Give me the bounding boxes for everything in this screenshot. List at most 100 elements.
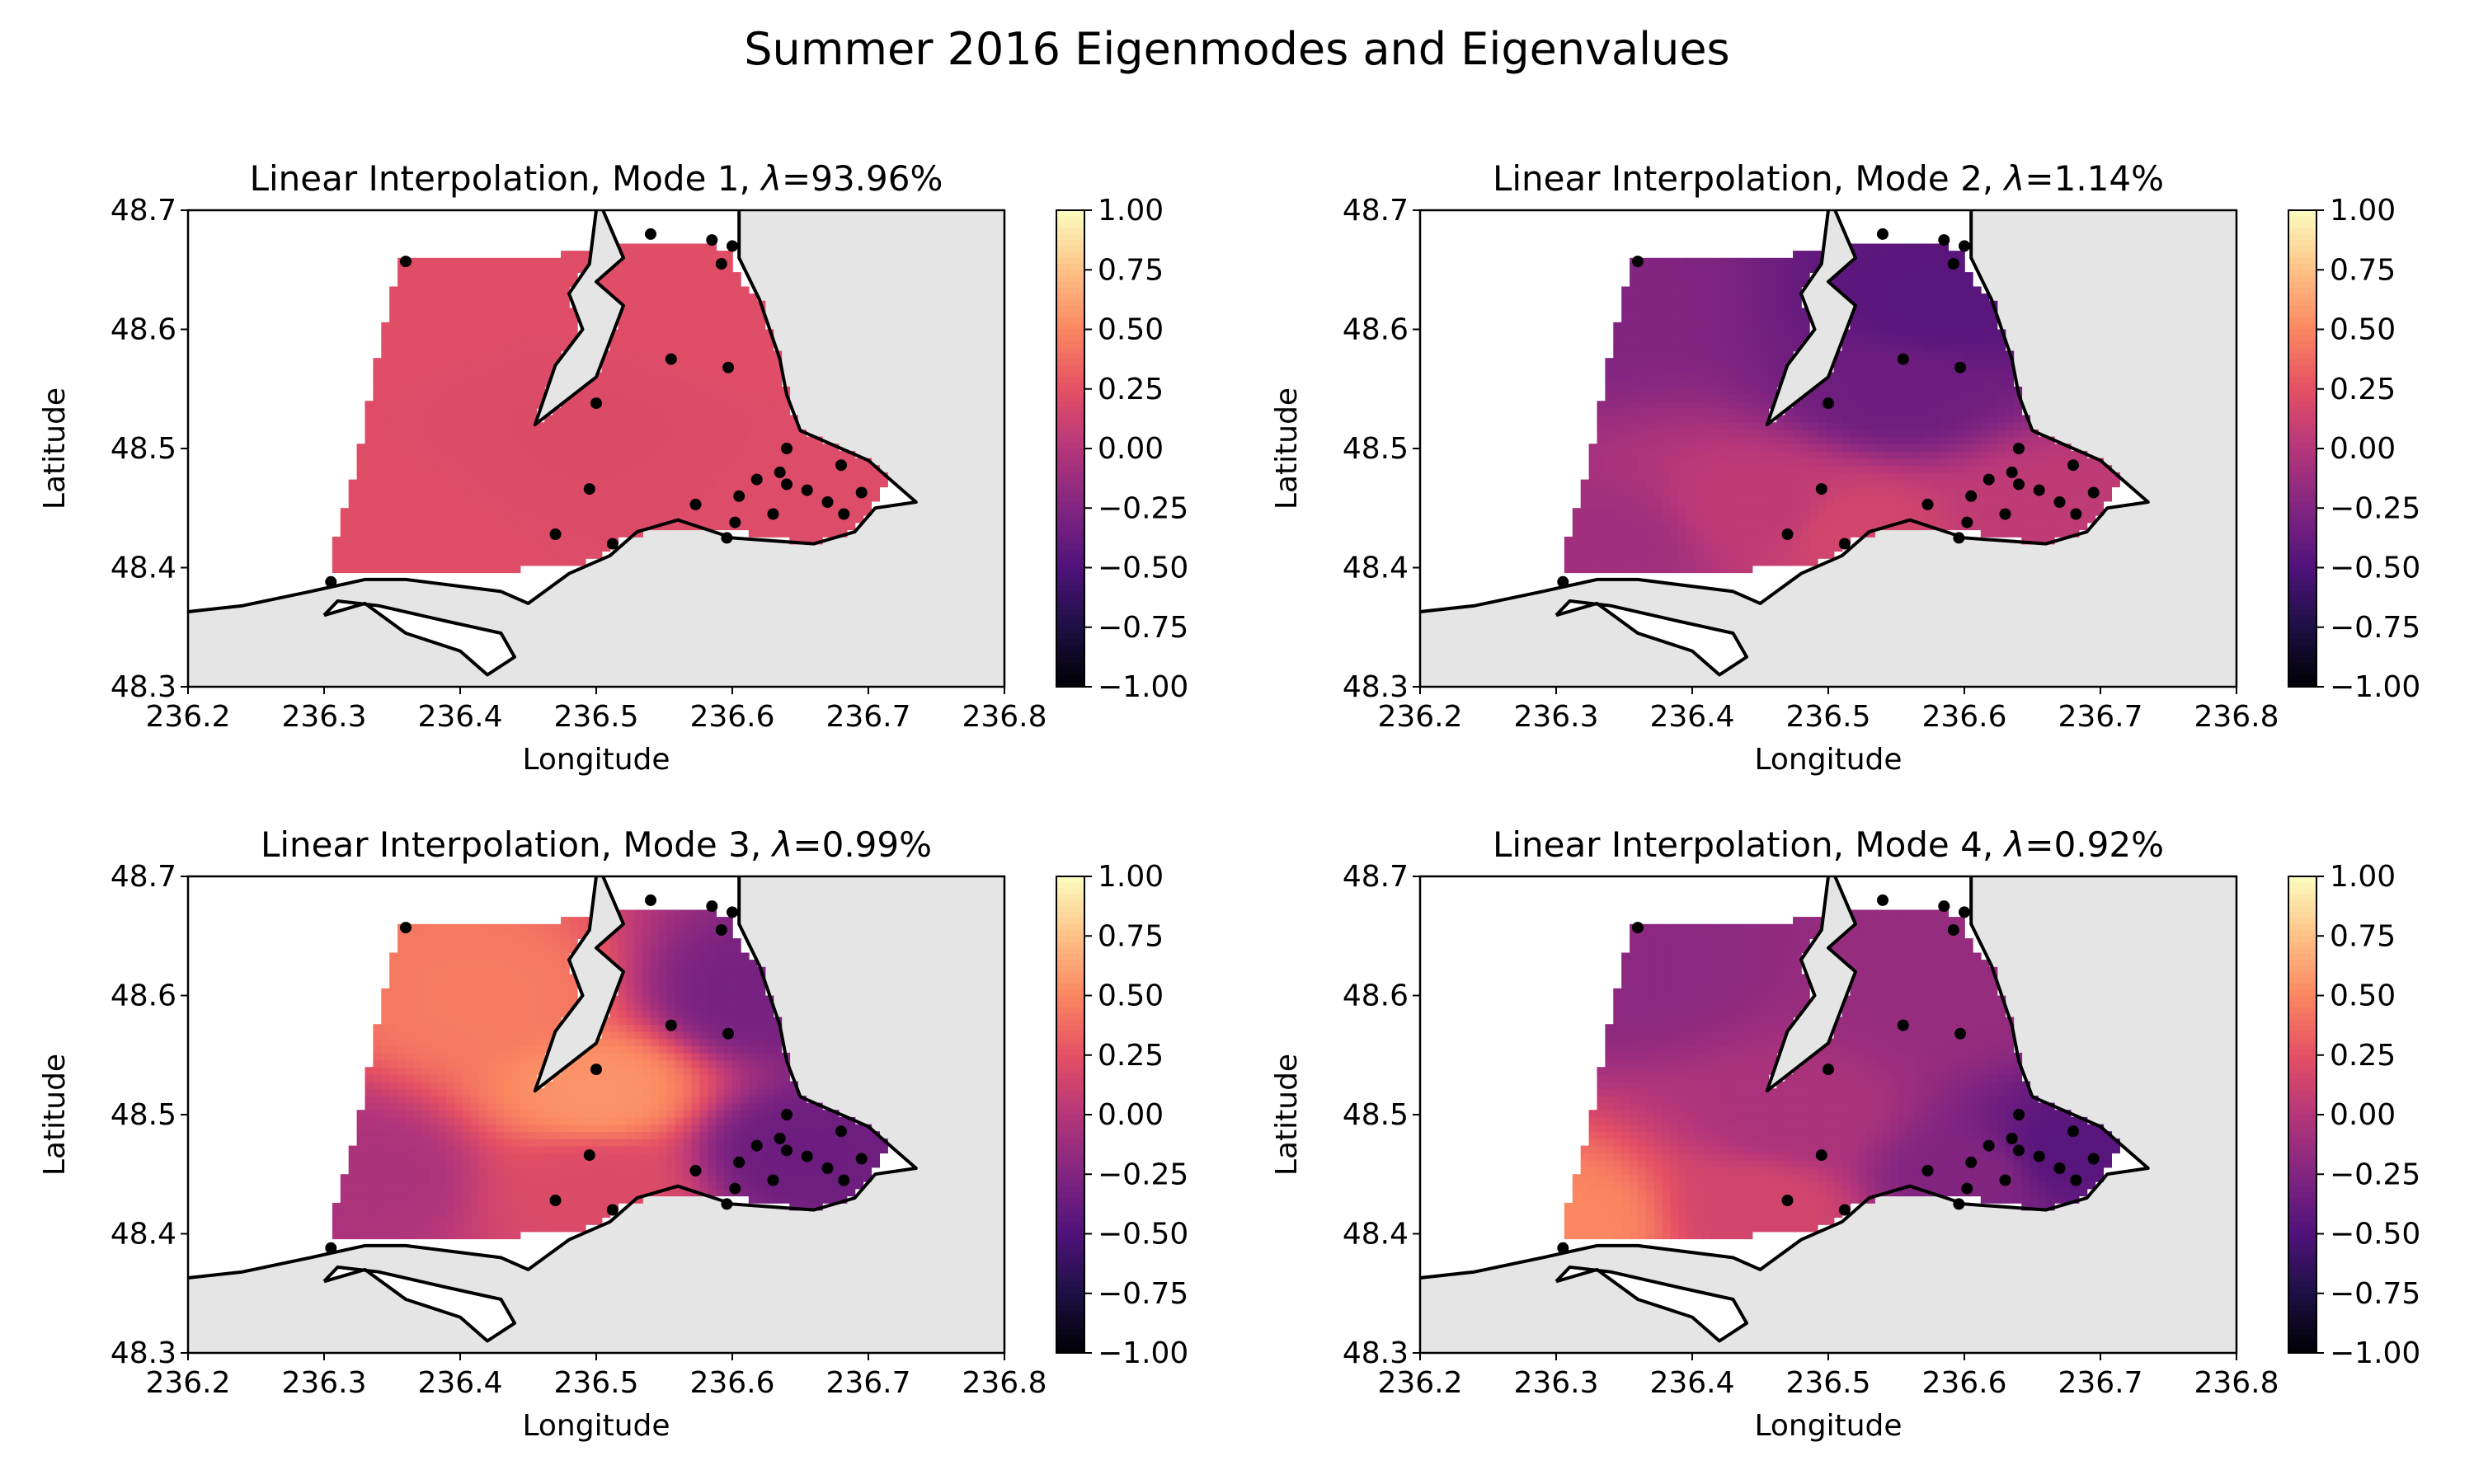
field-cell: [406, 493, 415, 502]
field-cell: [1597, 444, 1606, 452]
field-cell: [1760, 407, 1770, 416]
field-cell: [1686, 407, 1696, 416]
field-cell: [553, 444, 562, 452]
field-cell: [626, 279, 635, 288]
field-cell: [699, 372, 709, 380]
field-cell: [1564, 565, 1573, 574]
field-cell: [789, 536, 798, 545]
field-cell: [1678, 479, 1688, 488]
colorbar-segment: [2288, 663, 2316, 669]
field-cell: [1988, 364, 1998, 373]
field-cell: [699, 500, 709, 510]
field-cell: [1866, 279, 1875, 288]
field-cell: [1866, 407, 1875, 416]
field-cell: [732, 358, 741, 366]
field-cell: [1972, 379, 1982, 387]
field-cell: [1801, 429, 1810, 438]
panel-title-prefix: Linear Interpolation, Mode 1,: [250, 158, 762, 199]
field-cell: [520, 486, 529, 495]
field-cell: [536, 279, 546, 288]
field-cell: [463, 300, 472, 309]
field-cell: [1972, 407, 1982, 416]
field-cell: [1711, 336, 1720, 345]
field-cell: [716, 350, 725, 359]
field-cell: [495, 500, 505, 510]
field-cell: [1883, 401, 1892, 409]
field-cell: [732, 300, 741, 309]
colorbar-segment: [2288, 454, 2316, 461]
field-cell: [1940, 500, 1949, 510]
field-cell: [487, 551, 496, 559]
field-cell: [430, 300, 440, 309]
field-cell: [413, 1116, 423, 1125]
field-cell: [569, 329, 578, 337]
field-cell: [1735, 401, 1745, 409]
field-cell: [1686, 508, 1696, 516]
field-cell: [1898, 336, 1908, 345]
field-cell: [651, 429, 660, 438]
field-cell: [1940, 364, 1949, 373]
field-cell: [1956, 450, 1965, 459]
field-cell: [773, 486, 783, 495]
field-cell: [511, 286, 521, 294]
field-cell: [365, 1217, 374, 1225]
field-cell: [1719, 401, 1729, 409]
field-cell: [446, 322, 456, 331]
field-cell: [2030, 444, 2039, 452]
field-cell: [2095, 472, 2105, 481]
field-cell: [666, 500, 676, 510]
field-cell: [365, 536, 374, 545]
field-cell: [356, 536, 366, 545]
field-cell: [708, 358, 717, 366]
field-cell: [1727, 401, 1737, 409]
field-cell: [503, 358, 513, 366]
colorbar-segment: [1056, 275, 1084, 283]
field-cell: [1825, 386, 1835, 395]
colorbar-tick-label: −1.00: [1098, 670, 1188, 704]
field-cell: [1988, 479, 1998, 488]
field-cell: [1695, 407, 1704, 416]
field-cell: [732, 272, 741, 280]
field-cell: [1817, 401, 1827, 409]
field-cell: [528, 508, 538, 516]
field-cell: [601, 422, 611, 430]
field-cell: [2095, 458, 2105, 467]
field-cell: [1866, 336, 1875, 345]
field-cell: [1630, 529, 1639, 538]
field-cell: [1768, 322, 1778, 331]
field-cell: [2013, 514, 2023, 524]
field-cell: [495, 472, 505, 481]
field-cell: [454, 315, 464, 323]
field-cell: [1653, 364, 1663, 373]
field-cell: [1768, 472, 1778, 481]
field-cell: [666, 343, 676, 352]
field-cell: [413, 1195, 423, 1204]
field-cell: [1883, 429, 1892, 438]
field-cell: [1588, 479, 1598, 488]
field-cell: [675, 294, 684, 302]
field-cell: [1695, 472, 1704, 481]
field-cell: [1653, 350, 1663, 359]
field-cell: [553, 508, 562, 516]
station-marker: [1632, 256, 1644, 268]
field-cell: [1850, 522, 1860, 531]
field-cell: [764, 436, 774, 444]
field-cell: [1793, 265, 1802, 273]
field-cell: [1703, 386, 1712, 395]
field-cell: [1630, 472, 1639, 481]
field-cell: [1564, 551, 1573, 559]
field-cell: [1752, 479, 1761, 488]
field-cell: [1817, 522, 1827, 531]
field-cell: [658, 300, 668, 309]
field-cell: [1898, 279, 1908, 288]
x-tick-label: 236.8: [962, 700, 1047, 734]
field-cell: [691, 372, 701, 380]
field-cell: [1686, 522, 1696, 531]
field-cell: [381, 1181, 390, 1190]
colorbar-segment: [2288, 418, 2316, 425]
field-cell: [495, 444, 505, 452]
field-cell: [1605, 543, 1615, 552]
field-cell: [1678, 407, 1688, 416]
field-cell: [1752, 265, 1761, 273]
field-cell: [389, 358, 398, 366]
